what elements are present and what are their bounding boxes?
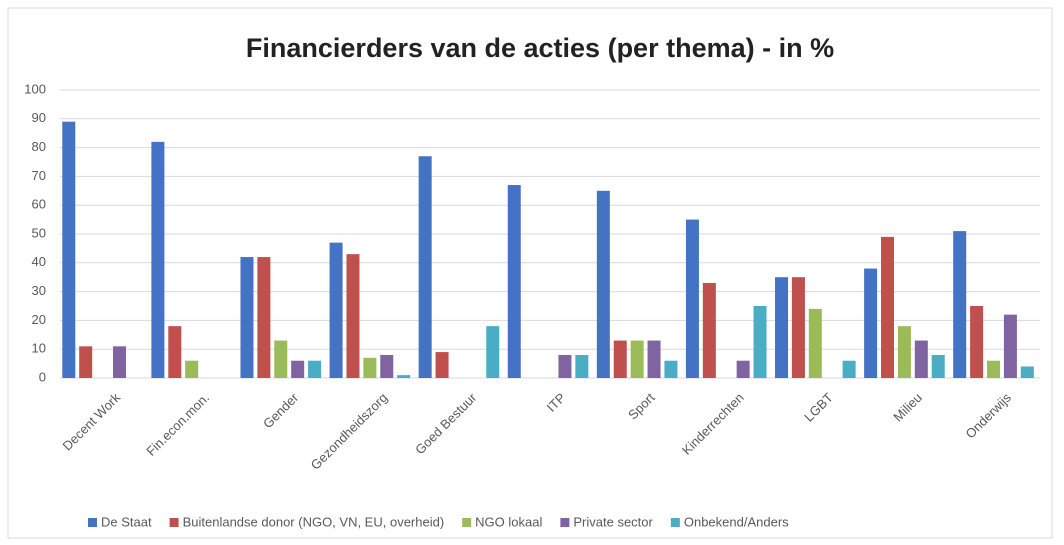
bar	[897, 326, 911, 378]
legend-swatch	[462, 518, 472, 527]
bar	[397, 375, 411, 378]
bar	[808, 308, 822, 378]
legend-label: Buitenlandse donor (NGO, VN, EU, overhei…	[183, 514, 445, 529]
y-tick-label: 60	[32, 197, 46, 212]
bar	[775, 277, 789, 378]
bar	[346, 254, 360, 378]
y-tick-label: 100	[24, 81, 46, 96]
bar	[291, 360, 305, 378]
bar	[558, 354, 572, 378]
chart-border	[7, 7, 1053, 539]
bar	[753, 306, 767, 378]
legend-swatch	[670, 518, 680, 527]
bar	[112, 346, 126, 378]
y-tick-label: 0	[39, 369, 46, 384]
bar	[664, 360, 678, 378]
bar	[987, 360, 1001, 378]
bar	[363, 357, 377, 378]
bar	[736, 360, 750, 378]
legend-swatch	[169, 518, 179, 527]
chart-title: Financierders van de acties (per thema) …	[246, 33, 834, 63]
bar	[240, 257, 254, 378]
bar	[931, 354, 945, 378]
bar	[685, 219, 699, 378]
bar	[62, 121, 76, 379]
bar	[418, 156, 432, 378]
y-tick-label: 10	[32, 341, 46, 356]
bar	[435, 352, 449, 378]
bar	[308, 360, 322, 378]
bar	[914, 340, 928, 378]
bar	[630, 340, 644, 378]
bar	[970, 306, 984, 378]
legend-label: Private sector	[573, 514, 653, 529]
bar	[953, 231, 967, 378]
bar	[507, 185, 521, 378]
bar	[1003, 314, 1017, 378]
bar	[185, 360, 199, 378]
y-tick-label: 20	[32, 312, 46, 327]
bar	[791, 277, 805, 378]
bar	[257, 257, 271, 378]
bar	[168, 326, 182, 378]
bar	[380, 354, 394, 378]
y-tick-label: 80	[32, 139, 46, 154]
y-tick-label: 30	[32, 283, 46, 298]
y-tick-label: 70	[32, 168, 46, 183]
bar	[702, 282, 716, 378]
bar	[842, 360, 856, 378]
bar	[881, 236, 895, 378]
bar	[486, 326, 500, 378]
bar	[596, 190, 610, 378]
legend-swatch	[88, 518, 97, 527]
legend-label: Onbekend/Anders	[684, 514, 789, 529]
bar	[575, 354, 589, 378]
legend-swatch	[560, 518, 570, 527]
legend-label: NGO lokaal	[475, 514, 542, 529]
bar	[613, 340, 627, 378]
y-tick-label: 40	[32, 254, 46, 269]
bar	[1020, 366, 1034, 378]
y-tick-label: 90	[32, 110, 46, 125]
bar	[151, 141, 165, 378]
bar	[274, 340, 288, 378]
y-tick-label: 50	[32, 225, 46, 240]
bar	[329, 242, 343, 378]
bar	[864, 268, 878, 378]
bar	[79, 346, 93, 378]
legend-label: De Staat	[101, 514, 152, 529]
bar	[647, 340, 661, 378]
